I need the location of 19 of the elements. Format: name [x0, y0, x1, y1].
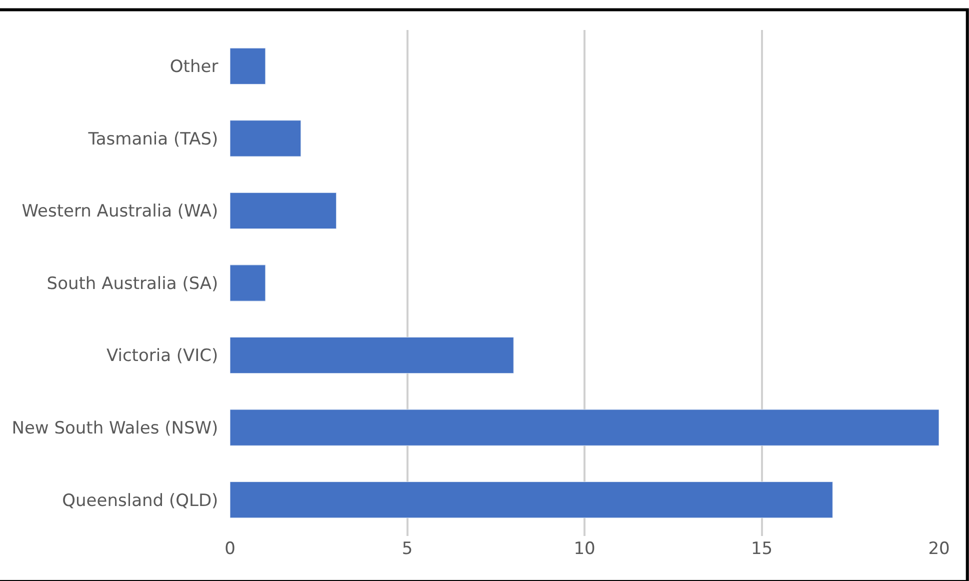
y-tick-label: New South Wales (NSW) [12, 418, 229, 439]
y-tick-label: Queensland (QLD) [62, 490, 229, 511]
bar [230, 264, 266, 302]
x-tick-label: 0 [224, 539, 236, 559]
y-tick-label: Other [170, 57, 229, 78]
x-tick-label: 20 [928, 539, 950, 559]
x-tick-label: 15 [750, 539, 773, 559]
bar [230, 48, 266, 84]
x-tick-label: 10 [574, 539, 596, 559]
bar [230, 120, 302, 157]
bar [230, 192, 337, 230]
y-tick-label: Victoria (VIC) [106, 346, 229, 366]
x-tick-label: 5 [402, 539, 413, 559]
y-tick-label: Western Australia (WA) [22, 202, 229, 222]
bar [230, 482, 833, 518]
y-tick-label: Tasmania (TAS) [87, 129, 229, 150]
bar [230, 336, 514, 374]
bar [230, 409, 939, 446]
y-tick-label: South Australia (SA) [46, 274, 229, 294]
